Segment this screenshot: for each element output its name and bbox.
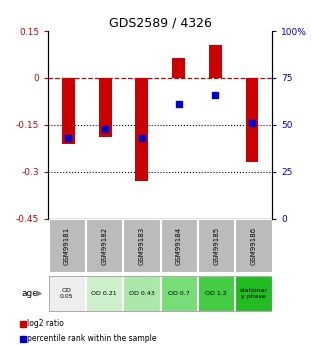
Bar [123, 219, 160, 273]
Bar [86, 276, 123, 312]
Bar [235, 219, 272, 273]
Bar [209, 45, 222, 78]
Bar [62, 78, 75, 144]
Text: GSM99183: GSM99183 [138, 227, 145, 265]
Text: percentile rank within the sample: percentile rank within the sample [26, 334, 156, 343]
Bar [49, 276, 85, 312]
Text: OD 0.21: OD 0.21 [91, 291, 117, 296]
Text: GSM99184: GSM99184 [176, 227, 182, 265]
Text: OD 0.7: OD 0.7 [168, 291, 190, 296]
Bar [245, 78, 258, 162]
Text: OD 1.2: OD 1.2 [205, 291, 227, 296]
Bar [49, 276, 272, 312]
Text: OD 0.43: OD 0.43 [129, 291, 154, 296]
Bar [135, 78, 148, 181]
Text: age: age [21, 289, 38, 298]
Bar [172, 58, 185, 78]
Text: GSM99182: GSM99182 [101, 227, 107, 265]
Text: GSM99185: GSM99185 [213, 227, 219, 265]
Bar [99, 78, 112, 137]
Bar [86, 219, 123, 273]
Title: GDS2589 / 4326: GDS2589 / 4326 [109, 17, 211, 30]
Bar [49, 219, 85, 273]
Text: GSM99181: GSM99181 [64, 227, 70, 265]
Bar [160, 219, 197, 273]
Bar [198, 219, 234, 273]
Bar [198, 276, 234, 312]
Bar [123, 276, 160, 312]
Bar [235, 276, 272, 312]
Bar [160, 276, 197, 312]
Text: stationar
y phase: stationar y phase [239, 288, 267, 299]
Text: GSM99186: GSM99186 [250, 227, 257, 265]
Text: OD
0.05: OD 0.05 [60, 288, 74, 299]
Text: log2 ratio: log2 ratio [26, 319, 63, 328]
